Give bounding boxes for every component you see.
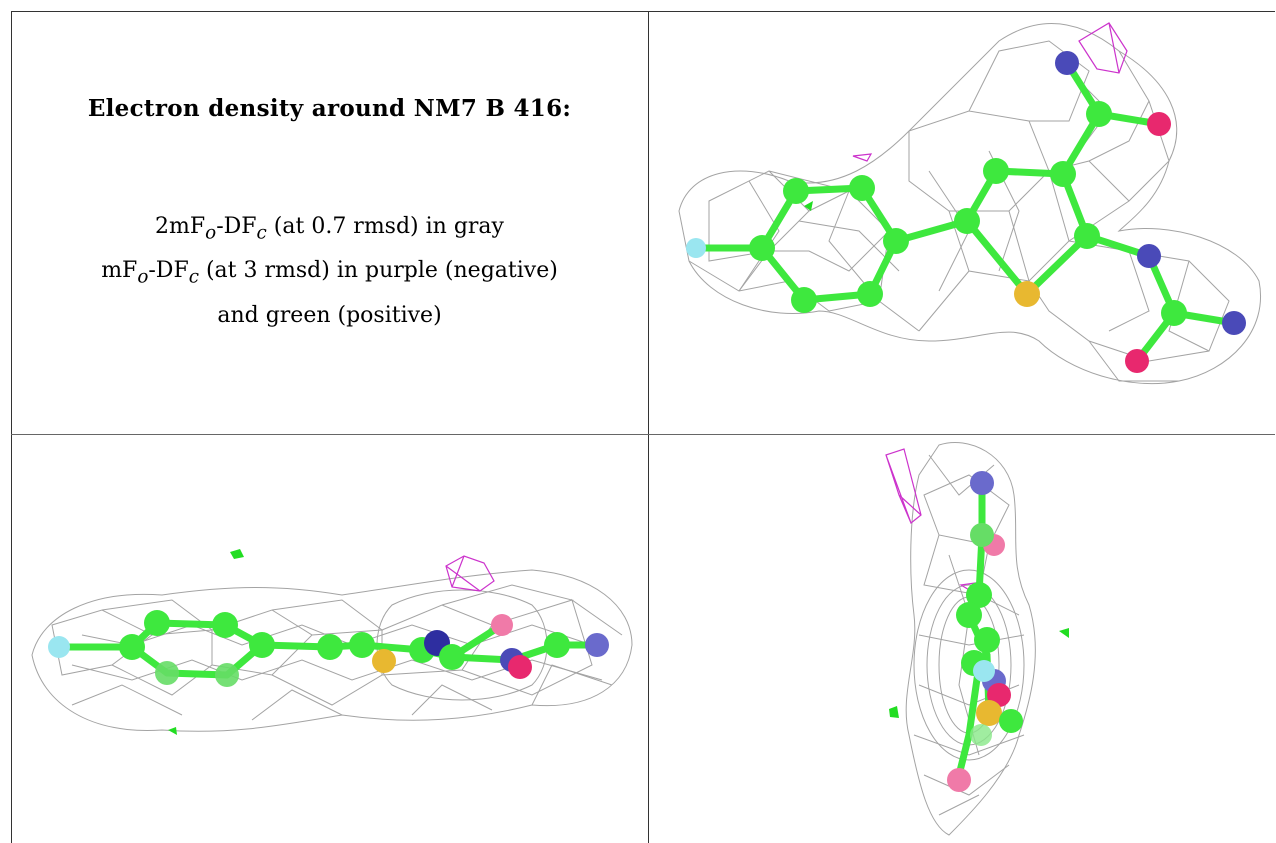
figure-frame: Electron density around NM7 B 416: 2mFo-… bbox=[11, 11, 1275, 843]
sulfur-atom bbox=[1014, 281, 1040, 307]
nitrogen-atom bbox=[970, 471, 994, 495]
carbon-atom bbox=[1050, 161, 1076, 187]
legend-line-fo-fc: mFo-DFc (at 3 rmsd) in purple (negative) bbox=[101, 258, 558, 288]
atoms bbox=[686, 51, 1246, 373]
positive-difference-density bbox=[804, 201, 813, 211]
nitrogen-atom bbox=[1222, 311, 1246, 335]
positive-difference-density bbox=[889, 628, 1069, 718]
carbon-atom bbox=[791, 287, 817, 313]
table-row-divider bbox=[11, 434, 1275, 435]
carbon-atom bbox=[439, 644, 465, 670]
carbon-atom bbox=[983, 158, 1009, 184]
carbon-atom bbox=[783, 178, 809, 204]
sulfur-atom bbox=[976, 700, 1002, 726]
table-left-border bbox=[11, 11, 12, 843]
caption-cell: Electron density around NM7 B 416: 2mFo-… bbox=[11, 11, 648, 434]
legend-line-positive: and green (positive) bbox=[217, 302, 442, 328]
oxygen-atom bbox=[491, 614, 513, 636]
carbon-atom bbox=[119, 634, 145, 660]
carbon-atom bbox=[956, 602, 982, 628]
oxygen-atom bbox=[1147, 112, 1171, 136]
oxygen-atom bbox=[1125, 349, 1149, 373]
figure-title: Electron density around NM7 B 416: bbox=[87, 95, 572, 122]
nitrogen-atom bbox=[1137, 244, 1161, 268]
negative-difference-density bbox=[852, 22, 1128, 162]
legend-line-2fo-fc: 2mFo-DFc (at 0.7 rmsd) in gray bbox=[155, 214, 504, 244]
face-view-render bbox=[678, 22, 1261, 385]
positive-difference-density bbox=[168, 549, 244, 735]
nitrogen-atom bbox=[585, 633, 609, 657]
carbon-atom bbox=[1074, 223, 1100, 249]
carbon-atom bbox=[1086, 101, 1112, 127]
carbon-atom bbox=[883, 228, 909, 254]
edge-view-render bbox=[31, 549, 633, 735]
end-view-render bbox=[885, 441, 1069, 836]
carbon-atom bbox=[970, 523, 994, 547]
oxygen-atom bbox=[508, 655, 532, 679]
carbon-atom bbox=[349, 632, 375, 658]
table-top-border bbox=[11, 11, 1275, 12]
nitrogen-atom bbox=[1055, 51, 1079, 75]
legend-text: 2mFo-DFc (at 0.7 rmsd) in gray mFo-DFc (… bbox=[11, 208, 648, 335]
oxygen-atom bbox=[947, 768, 971, 792]
carbon-atom bbox=[849, 175, 875, 201]
carbon-atom bbox=[974, 627, 1000, 653]
carbon-atom bbox=[970, 724, 992, 746]
carbon-atom bbox=[966, 582, 992, 608]
density-mesh bbox=[905, 441, 1036, 836]
carbon-atom bbox=[155, 661, 179, 685]
carbon-atom bbox=[144, 610, 170, 636]
carbon-atom bbox=[212, 612, 238, 638]
carbon-atom bbox=[249, 632, 275, 658]
panel-end-view bbox=[649, 435, 1275, 843]
sulfur-atom bbox=[372, 649, 396, 673]
table-middle-divider bbox=[648, 11, 649, 843]
negative-difference-density bbox=[885, 448, 977, 592]
atoms bbox=[947, 471, 1023, 792]
panel-face-view bbox=[649, 11, 1275, 434]
fluorine-atom bbox=[48, 636, 70, 658]
negative-difference-density bbox=[214, 555, 495, 636]
carbon-atom bbox=[954, 208, 980, 234]
panel-edge-view bbox=[12, 435, 648, 843]
carbon-atom bbox=[999, 709, 1023, 733]
carbon-atom bbox=[749, 235, 775, 261]
fluorine-atom bbox=[973, 660, 995, 682]
atoms bbox=[48, 610, 609, 687]
density-mesh bbox=[678, 23, 1261, 385]
carbon-atom bbox=[215, 663, 239, 687]
carbon-atom bbox=[1161, 300, 1187, 326]
carbon-atom bbox=[544, 632, 570, 658]
carbon-atom bbox=[857, 281, 883, 307]
fluorine-atom bbox=[686, 238, 706, 258]
carbon-atom bbox=[317, 634, 343, 660]
